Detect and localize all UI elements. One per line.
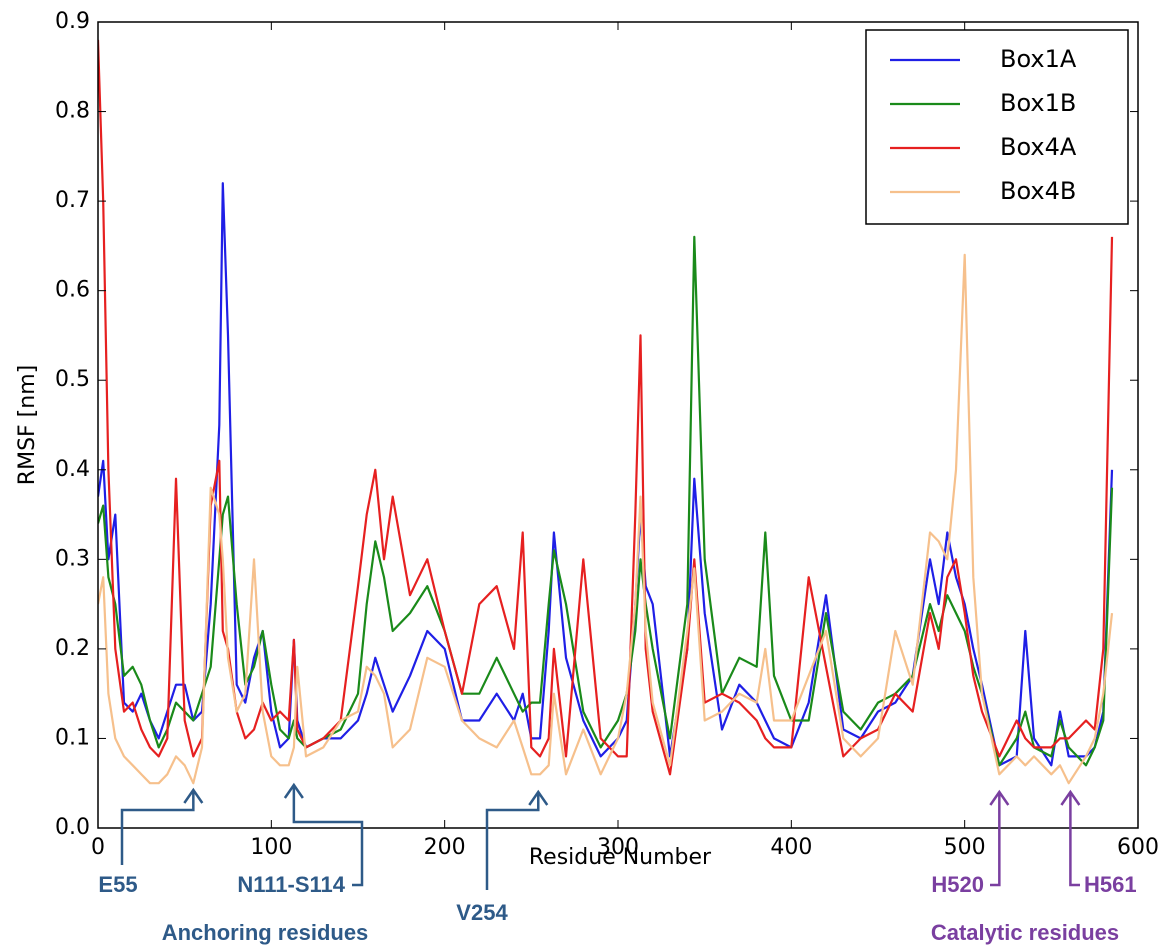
x-tick-label: 400 xyxy=(770,835,812,860)
x-tick-label: 100 xyxy=(250,835,292,860)
y-axis-label: RMSF [nm] xyxy=(15,365,40,485)
x-tick-label: 0 xyxy=(91,835,105,860)
series-line xyxy=(98,235,1114,767)
legend-label: Box1B xyxy=(1000,89,1076,117)
group-label: Anchoring residues xyxy=(162,920,369,945)
series-line xyxy=(98,39,1114,776)
legend-label: Box4A xyxy=(1000,133,1077,161)
annotation-label: H520 xyxy=(931,872,984,897)
x-tick-label: 200 xyxy=(424,835,466,860)
y-tick-label: 0.1 xyxy=(55,725,90,750)
annotation-arrow xyxy=(1060,789,1081,887)
y-tick-label: 0.7 xyxy=(55,188,90,213)
annotation-arrow xyxy=(989,789,1010,887)
y-tick-label: 0.3 xyxy=(55,546,90,571)
x-tick-label: 500 xyxy=(944,835,986,860)
annotation-arrow xyxy=(485,789,549,890)
x-tick-label: 600 xyxy=(1117,835,1159,860)
annotation-label: H561 xyxy=(1084,872,1137,897)
y-tick-label: 0.2 xyxy=(55,636,90,661)
legend-label: Box4B xyxy=(1000,177,1076,205)
group-label: Catalytic residues xyxy=(931,920,1119,945)
y-tick-label: 0.9 xyxy=(55,9,90,34)
series-line xyxy=(98,182,1114,767)
annotation-label: N111-S114 xyxy=(237,872,345,897)
y-tick-label: 0.6 xyxy=(55,278,90,303)
annotation-arrow xyxy=(120,787,204,865)
y-tick-label: 0.5 xyxy=(55,367,90,392)
annotation-label: E55 xyxy=(98,872,137,897)
legend-label: Box1A xyxy=(1000,45,1077,73)
x-axis-label: Residue Number xyxy=(529,845,712,870)
annotation-arrow xyxy=(283,782,364,887)
y-tick-label: 0.4 xyxy=(55,457,90,482)
y-tick-label: 0.8 xyxy=(55,99,90,124)
x-tick-label: 300 xyxy=(597,835,639,860)
series-line xyxy=(98,253,1114,785)
plot-lines xyxy=(98,39,1114,785)
annotation-label: V254 xyxy=(456,900,508,925)
y-tick-label: 0.0 xyxy=(55,815,90,840)
